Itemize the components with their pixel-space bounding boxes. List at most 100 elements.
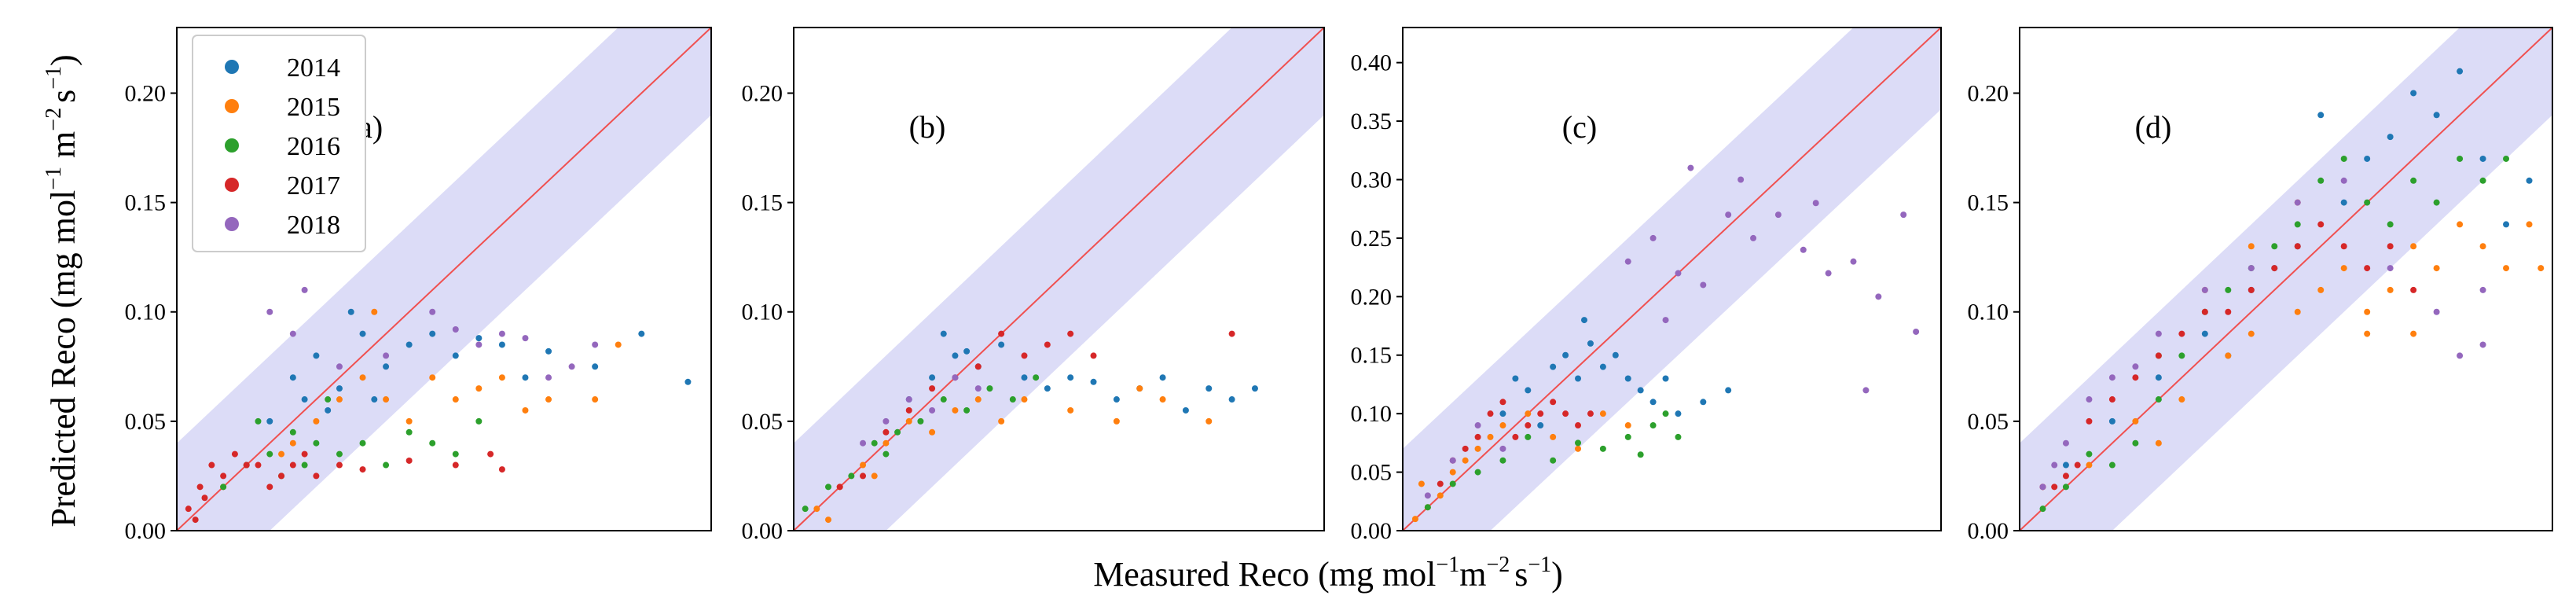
data-point <box>1624 433 1631 440</box>
data-point <box>475 385 483 392</box>
data-point <box>383 363 390 370</box>
data-point <box>1624 422 1631 429</box>
data-point <box>974 363 982 370</box>
data-point <box>522 335 529 342</box>
legend-item-2015: 2015 <box>225 93 340 122</box>
data-point <box>301 286 308 293</box>
data-point <box>498 374 505 381</box>
data-point <box>2433 308 2440 315</box>
data-point <box>359 466 366 473</box>
data-point <box>1474 445 1481 452</box>
data-point <box>313 472 320 480</box>
axes-frame <box>793 27 1325 531</box>
data-point <box>243 461 250 469</box>
data-point <box>2132 374 2139 381</box>
series-2015 <box>813 385 1213 524</box>
data-point <box>1550 457 1557 464</box>
one-to-one-line <box>2020 28 2552 531</box>
legend-label: 2014 <box>287 53 340 83</box>
data-point <box>1575 445 1582 452</box>
data-point <box>1182 406 1189 414</box>
data-point <box>1562 351 1569 358</box>
data-point <box>905 406 912 414</box>
data-point <box>825 483 832 491</box>
series-2016 <box>802 374 1040 513</box>
data-point <box>359 439 366 447</box>
data-point <box>1624 258 1631 265</box>
data-point <box>1449 480 1456 487</box>
data-point <box>1136 385 1143 392</box>
data-point <box>952 352 959 359</box>
data-point <box>289 374 296 381</box>
data-point <box>336 385 343 392</box>
data-point <box>1159 374 1166 381</box>
data-point <box>2201 330 2208 337</box>
data-point <box>1550 363 1557 370</box>
data-point <box>1662 410 1669 417</box>
data-point <box>1499 410 1506 417</box>
data-point <box>2178 352 2185 359</box>
data-point <box>2410 90 2417 97</box>
data-point <box>2178 330 2185 337</box>
data-point <box>2387 221 2394 228</box>
data-point <box>1228 396 1235 403</box>
data-point <box>1637 387 1644 394</box>
data-point <box>2317 286 2325 293</box>
x-axis-label-exp3: −1 <box>1528 553 1551 577</box>
panel-4: 0.00 0.05 0.10 0.15 0.20 (d) <box>1968 27 2553 544</box>
data-point <box>2086 417 2093 425</box>
y-tick-label: 0.00 <box>1968 518 2009 544</box>
data-point <box>196 483 204 491</box>
data-point <box>1612 351 1619 358</box>
data-point <box>498 341 505 348</box>
data-point <box>1044 385 1051 392</box>
axes-frame <box>176 27 712 531</box>
legend: 2014 2015 2016 2017 2018 <box>192 35 366 252</box>
data-point <box>2364 199 2371 206</box>
panel-3: 0.00 0.05 0.10 0.15 0.20 0.25 0.30 0.35 0.40 (c) <box>1351 27 1942 544</box>
uncertainty-band <box>794 28 1324 531</box>
data-point <box>301 450 308 458</box>
data-point <box>2457 155 2464 162</box>
data-point <box>592 341 599 348</box>
data-point <box>545 396 552 403</box>
data-point <box>2526 177 2533 184</box>
data-point <box>894 428 901 436</box>
series-2016 <box>1424 410 1682 511</box>
y-tick-label: 0.00 <box>125 518 167 544</box>
data-point <box>1033 374 1040 381</box>
data-point <box>475 341 483 348</box>
data-point <box>2062 472 2069 480</box>
data-point <box>2433 199 2440 206</box>
data-point <box>1021 374 1028 381</box>
data-point <box>2479 243 2486 250</box>
data-point <box>2387 265 2394 272</box>
data-point <box>2294 221 2301 228</box>
data-point <box>998 330 1005 337</box>
data-point <box>1113 417 1120 425</box>
data-point <box>871 439 878 447</box>
data-point <box>1474 422 1481 429</box>
data-point <box>289 428 296 436</box>
data-point <box>905 417 912 425</box>
data-point <box>1525 410 1532 417</box>
data-point <box>2503 221 2510 228</box>
data-point <box>208 461 215 469</box>
data-point <box>1205 417 1213 425</box>
data-point <box>836 483 843 491</box>
data-point <box>998 417 1005 425</box>
data-point <box>638 330 645 337</box>
data-point <box>2317 221 2325 228</box>
data-point <box>1687 164 1694 171</box>
y-tick-label: 0.05 <box>1968 409 2009 435</box>
series-2014 <box>1499 317 1732 429</box>
legend-label: 2017 <box>287 171 340 200</box>
data-point <box>2503 155 2510 162</box>
data-point <box>929 385 936 392</box>
data-point <box>1424 504 1431 511</box>
data-point <box>1449 469 1456 476</box>
data-point <box>220 483 227 491</box>
data-point <box>592 363 599 370</box>
data-point <box>2294 308 2301 315</box>
data-point <box>929 428 936 436</box>
